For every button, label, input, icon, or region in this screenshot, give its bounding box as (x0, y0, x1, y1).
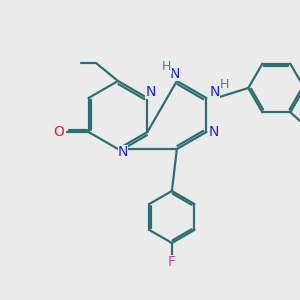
Text: F: F (168, 255, 176, 269)
Text: N: N (118, 145, 128, 159)
Text: H: H (162, 61, 172, 74)
Text: H: H (220, 79, 229, 92)
Text: N: N (208, 125, 218, 139)
Text: N: N (209, 85, 220, 99)
Text: O: O (53, 125, 64, 139)
Text: N: N (170, 67, 180, 81)
Text: N: N (145, 85, 156, 99)
